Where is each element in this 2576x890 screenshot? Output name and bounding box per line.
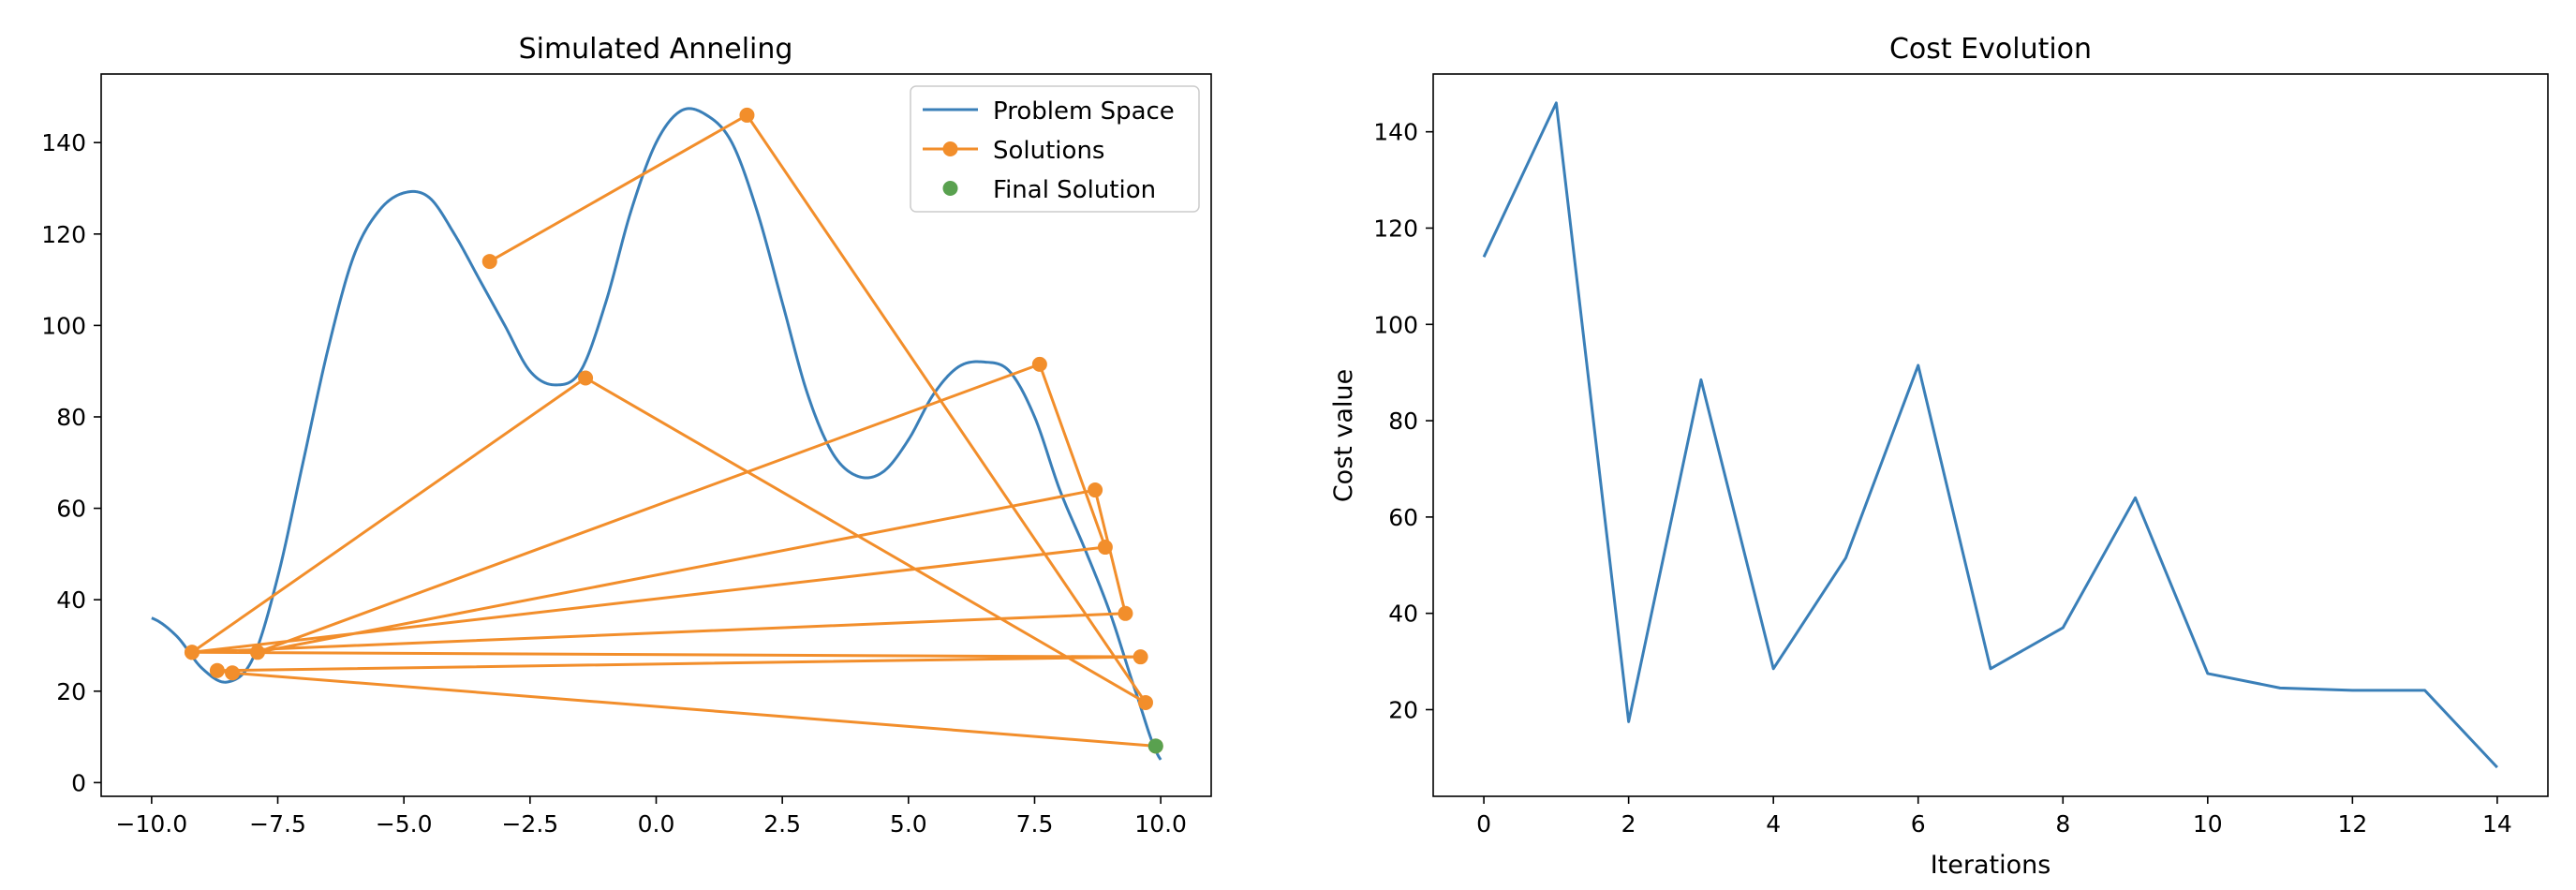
y-tick-label: 100: [41, 312, 86, 339]
x-tick-label: −7.5: [249, 810, 306, 838]
chart-title: Simulated Anneling: [519, 33, 793, 66]
y-tick-label: 140: [1373, 119, 1418, 146]
solution-point: [209, 662, 225, 678]
y-tick-label: 140: [41, 129, 86, 156]
solution-point: [739, 107, 755, 123]
y-tick-label: 120: [1373, 215, 1418, 242]
x-tick-label: 2: [1621, 810, 1636, 838]
plot-area: [1482, 101, 2499, 769]
simulated-annealing-chart: Simulated Anneling −10.0 −7.5 −5.0 −2.5 0.0 2…: [41, 33, 1212, 838]
solution-point: [1133, 649, 1148, 665]
final-solution-point: [1147, 738, 1163, 754]
x-tick-label: 2.5: [763, 810, 801, 838]
x-tick-label: 10: [2193, 810, 2223, 838]
x-tick-label: 5.0: [890, 810, 927, 838]
x-tick-label: −2.5: [501, 810, 558, 838]
legend: Problem Space Solutions Final Solution: [910, 85, 1200, 213]
legend-problem-space-label: Problem Space: [993, 97, 1175, 126]
x-tick-label: 8: [2055, 810, 2070, 838]
solution-point: [1137, 694, 1153, 710]
cost-evolution-chart: Cost Evolution 0 2 4 6 8 10 12 14 20 40 60 80 100 120…: [1329, 33, 2549, 880]
cost-line: [1482, 101, 2499, 769]
x-tick-label: 7.5: [1016, 810, 1054, 838]
x-axis-label: Iterations: [1931, 851, 2051, 880]
legend-box: [910, 85, 1200, 213]
x-tick-label: 4: [1766, 810, 1781, 838]
x-tick-label: 0.0: [638, 810, 675, 838]
y-tick-label: 80: [1388, 408, 1418, 435]
y-tick-label: 60: [56, 496, 86, 523]
x-tick-label: 14: [2482, 810, 2512, 838]
x-tick-label: 12: [2337, 810, 2367, 838]
axis-ticks: 0 2 4 6 8 10 12 14 20 40 60 80 100 120 140: [1373, 119, 2512, 838]
axis-ticks: −10.0 −7.5 −5.0 −2.5 0.0 2.5 5.0 7.5 10.0 0 20 40 60…: [41, 129, 1187, 838]
x-tick-label: −5.0: [376, 810, 433, 838]
y-axis-label: Cost value: [1329, 369, 1358, 502]
y-tick-label: 80: [56, 404, 86, 431]
solution-point: [481, 254, 497, 270]
y-tick-label: 40: [1388, 601, 1418, 628]
solution-point: [1097, 540, 1113, 556]
y-tick-label: 120: [41, 221, 86, 248]
legend-final-solution-marker: [942, 181, 958, 196]
x-tick-label: 6: [1911, 810, 1926, 838]
x-tick-label: −10.0: [116, 810, 188, 838]
x-tick-label: 10.0: [1134, 810, 1187, 838]
x-tick-label: 0: [1476, 810, 1491, 838]
legend-final-solution-label: Final Solution: [993, 176, 1156, 204]
plot-area: [151, 107, 1163, 761]
axes-frame: [1432, 73, 2549, 797]
y-tick-label: 100: [1373, 311, 1418, 338]
chart-title: Cost Evolution: [1889, 33, 2092, 66]
solution-point: [1088, 482, 1103, 498]
legend-solutions-label: Solutions: [993, 137, 1104, 165]
y-tick-label: 60: [1388, 504, 1418, 531]
y-tick-label: 40: [56, 586, 86, 614]
y-tick-label: 20: [1388, 696, 1418, 723]
solution-point: [1118, 605, 1133, 621]
y-tick-label: 20: [56, 678, 86, 705]
solution-point: [225, 665, 241, 681]
solution-point: [184, 645, 200, 660]
solution-point: [578, 370, 594, 386]
solution-point: [249, 645, 265, 660]
solution-point: [1031, 356, 1047, 372]
y-tick-label: 0: [71, 769, 86, 796]
legend-solutions-marker: [942, 141, 958, 156]
problem-space-line: [151, 107, 1162, 761]
